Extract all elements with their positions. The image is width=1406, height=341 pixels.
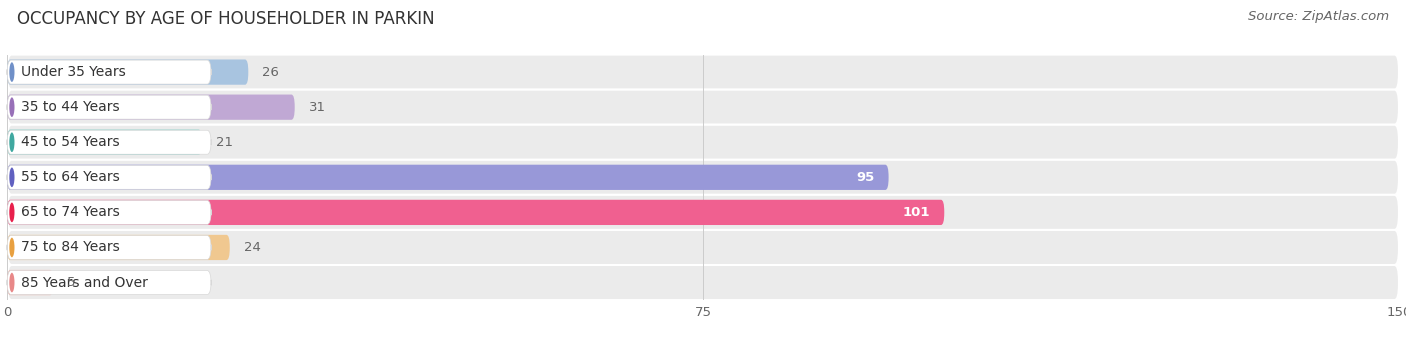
Text: 5: 5	[67, 276, 76, 289]
Text: 45 to 54 Years: 45 to 54 Years	[21, 135, 120, 149]
Circle shape	[10, 273, 14, 292]
Circle shape	[10, 97, 14, 117]
FancyBboxPatch shape	[7, 130, 211, 154]
FancyBboxPatch shape	[7, 270, 211, 295]
Text: 101: 101	[903, 206, 931, 219]
Text: Source: ZipAtlas.com: Source: ZipAtlas.com	[1249, 10, 1389, 23]
FancyBboxPatch shape	[7, 125, 1399, 160]
Text: 65 to 74 Years: 65 to 74 Years	[21, 205, 120, 219]
FancyBboxPatch shape	[7, 95, 211, 119]
Text: 85 Years and Over: 85 Years and Over	[21, 276, 148, 290]
FancyBboxPatch shape	[7, 270, 53, 295]
FancyBboxPatch shape	[7, 230, 1399, 265]
Text: OCCUPANCY BY AGE OF HOUSEHOLDER IN PARKIN: OCCUPANCY BY AGE OF HOUSEHOLDER IN PARKI…	[17, 10, 434, 28]
FancyBboxPatch shape	[7, 59, 249, 85]
FancyBboxPatch shape	[7, 55, 1399, 90]
Text: 55 to 64 Years: 55 to 64 Years	[21, 170, 120, 184]
Text: 24: 24	[243, 241, 260, 254]
FancyBboxPatch shape	[7, 160, 1399, 195]
Text: Under 35 Years: Under 35 Years	[21, 65, 125, 79]
FancyBboxPatch shape	[7, 235, 229, 260]
FancyBboxPatch shape	[7, 130, 202, 155]
Circle shape	[10, 62, 14, 82]
Text: 75 to 84 Years: 75 to 84 Years	[21, 240, 120, 254]
FancyBboxPatch shape	[7, 200, 945, 225]
Text: 26: 26	[262, 65, 280, 78]
FancyBboxPatch shape	[7, 90, 1399, 125]
Circle shape	[10, 238, 14, 257]
Circle shape	[10, 132, 14, 152]
FancyBboxPatch shape	[7, 165, 889, 190]
FancyBboxPatch shape	[7, 60, 211, 84]
Text: 95: 95	[856, 171, 875, 184]
Text: 35 to 44 Years: 35 to 44 Years	[21, 100, 120, 114]
Circle shape	[10, 167, 14, 187]
Text: 21: 21	[217, 136, 233, 149]
Text: 31: 31	[308, 101, 326, 114]
Circle shape	[10, 203, 14, 222]
FancyBboxPatch shape	[7, 195, 1399, 230]
FancyBboxPatch shape	[7, 165, 211, 189]
FancyBboxPatch shape	[7, 201, 211, 224]
FancyBboxPatch shape	[7, 265, 1399, 300]
FancyBboxPatch shape	[7, 236, 211, 260]
FancyBboxPatch shape	[7, 94, 295, 120]
